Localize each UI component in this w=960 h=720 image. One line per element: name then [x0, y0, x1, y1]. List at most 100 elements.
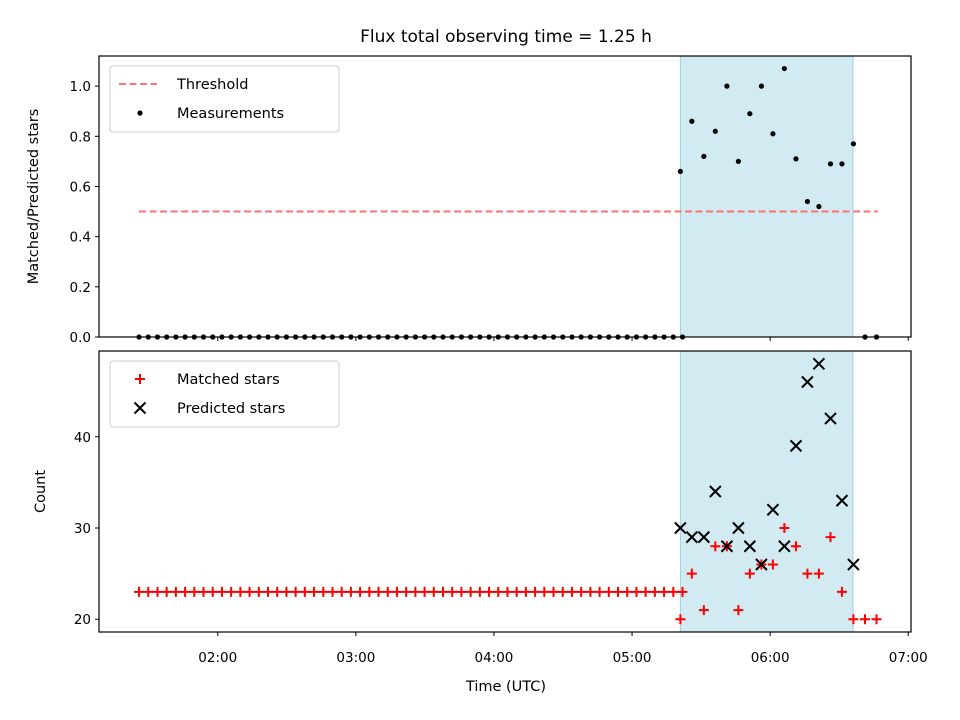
data-point: [781, 65, 787, 72]
data-point: [539, 586, 550, 597]
data-point: [143, 586, 154, 597]
data-point: [207, 586, 218, 597]
data-point: [698, 605, 709, 616]
data-point: [355, 586, 366, 597]
y-tick-label: 0.8: [70, 129, 91, 145]
data-point: [622, 586, 633, 597]
series-predicted-stars: [674, 357, 860, 571]
y-tick-label: 0.2: [70, 280, 91, 296]
data-point: [502, 586, 513, 597]
data-point: [758, 83, 765, 89]
observing-window-span: [679, 350, 854, 633]
data-point: [724, 83, 730, 89]
data-point: [755, 558, 768, 571]
data-point: [272, 586, 283, 597]
data-point: [789, 439, 803, 453]
data-point: [530, 586, 541, 597]
data-point: [697, 530, 711, 544]
data-point: [793, 156, 799, 162]
data-point: [778, 540, 791, 553]
data-point: [170, 586, 181, 597]
data-point: [770, 131, 776, 137]
data-point: [860, 614, 871, 625]
data-point: [318, 586, 329, 597]
data-point: [659, 586, 670, 597]
y-tick-label: 0.6: [70, 179, 91, 195]
data-point: [299, 586, 310, 597]
data-point: [802, 568, 813, 579]
y-axis-label: Count: [33, 470, 49, 513]
data-point: [816, 203, 822, 210]
data-point: [675, 614, 686, 625]
data-point: [548, 586, 559, 597]
data-point: [281, 586, 292, 597]
y-axis-label: Matched/Predicted stars: [26, 109, 42, 285]
data-point: [134, 586, 145, 597]
data-point: [216, 586, 227, 597]
data-point: [290, 586, 301, 597]
data-point: [585, 586, 596, 597]
data-point: [850, 141, 857, 147]
data-point: [812, 357, 826, 370]
data-point: [743, 540, 757, 553]
data-point: [465, 586, 476, 597]
y-tick-label: 20: [74, 612, 91, 628]
data-point: [668, 586, 679, 597]
data-point: [613, 586, 624, 597]
y-tick-label: 30: [74, 521, 91, 537]
data-point: [373, 586, 384, 597]
data-point: [720, 540, 734, 553]
x-tick-label: 05:00: [613, 650, 652, 666]
legend-label: Predicted stars: [177, 401, 285, 417]
x-tick-label: 03:00: [336, 650, 375, 666]
data-point: [345, 586, 356, 597]
x-tick-label: 07:00: [889, 650, 928, 666]
data-point: [180, 586, 191, 597]
data-point: [327, 586, 338, 597]
data-point: [686, 568, 697, 579]
x-axis-label: Time (UTC): [465, 679, 546, 695]
data-point: [474, 586, 485, 597]
data-point: [594, 586, 605, 597]
data-point: [779, 522, 790, 533]
data-point: [825, 532, 836, 543]
legend-box: [109, 65, 340, 133]
data-point: [677, 168, 683, 175]
data-point: [735, 158, 741, 164]
data-point: [847, 558, 860, 571]
data-point: [631, 586, 642, 597]
x-tick-label: 06:00: [751, 650, 790, 666]
data-point: [804, 198, 811, 205]
data-point: [839, 161, 845, 167]
data-point: [226, 586, 237, 597]
data-point: [836, 586, 847, 597]
data-point: [235, 586, 246, 597]
legend-swatch: [135, 374, 145, 384]
y-tick-label: 40: [74, 430, 91, 446]
legend-label: Matched stars: [177, 372, 280, 388]
data-point: [640, 586, 651, 597]
legend-swatch: [137, 110, 143, 116]
data-point: [824, 412, 837, 425]
top-panel: 0.0 0.2 0.4 0.6 0.8 1.0 Matched/Predicted star…: [26, 55, 912, 346]
data-point: [253, 586, 264, 597]
x-tick-label: 02:00: [198, 650, 237, 666]
data-point: [484, 586, 495, 597]
data-point: [733, 605, 744, 616]
data-point: [871, 614, 882, 625]
data-point: [674, 521, 687, 535]
data-point: [709, 485, 722, 498]
data-point: [401, 586, 412, 597]
data-point: [520, 586, 531, 597]
y-tick-label: 0.4: [70, 230, 91, 246]
data-point: [152, 586, 163, 597]
data-point: [732, 521, 745, 535]
data-point: [244, 586, 255, 597]
legend-swatch: [133, 401, 147, 415]
series-matched-stars: [134, 522, 882, 625]
chart-title: Flux total observing time = 1.25 h: [360, 27, 652, 47]
bottom-panel: 20 30 40 02:00 03:00 04:00 05:00 06:00 07:00 Coun…: [33, 350, 928, 666]
data-point: [747, 111, 753, 117]
data-point: [566, 586, 577, 597]
legend: Matched stars Predicted stars: [109, 360, 340, 428]
